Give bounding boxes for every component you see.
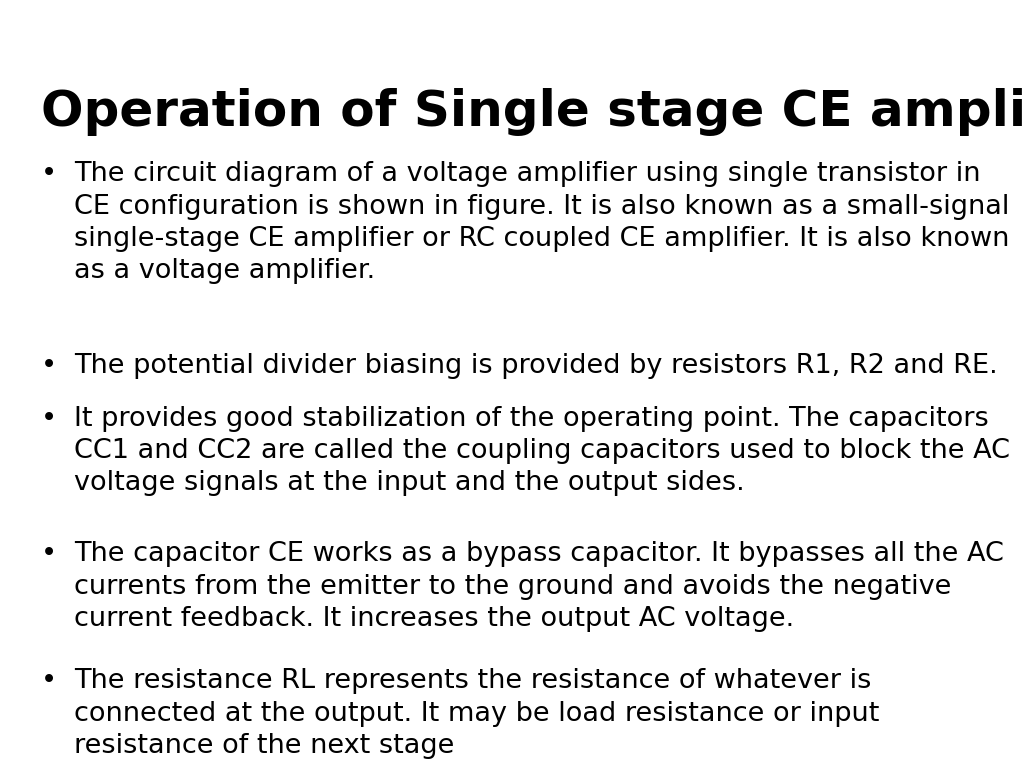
Text: The potential divider biasing is provided by resistors R1, R2 and RE.: The potential divider biasing is provide…	[74, 353, 997, 379]
Text: •: •	[41, 406, 57, 432]
Text: •: •	[41, 541, 57, 568]
Text: The resistance RL represents the resistance of whatever is
connected at the outp: The resistance RL represents the resista…	[74, 668, 879, 759]
Text: The circuit diagram of a voltage amplifier using single transistor in
CE configu: The circuit diagram of a voltage amplifi…	[74, 161, 1009, 284]
Text: •: •	[41, 161, 57, 187]
Text: The capacitor CE works as a bypass capacitor. It bypasses all the AC
currents fr: The capacitor CE works as a bypass capac…	[74, 541, 1004, 632]
Text: It provides good stabilization of the operating point. The capacitors
CC1 and CC: It provides good stabilization of the op…	[74, 406, 1010, 496]
Text: •: •	[41, 668, 57, 694]
Text: •: •	[41, 353, 57, 379]
Text: Operation of Single stage CE amplifier: Operation of Single stage CE amplifier	[41, 88, 1024, 137]
